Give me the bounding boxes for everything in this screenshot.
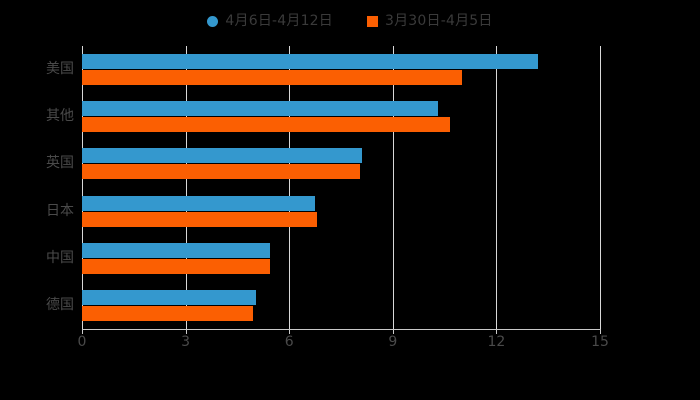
y-axis-labels: 美国其他英国日本中国德国 [0, 46, 74, 329]
x-axis-tick-label: 15 [591, 334, 609, 350]
y-axis-tick-label: 中国 [46, 249, 74, 266]
x-axis-tick-mark [289, 329, 291, 334]
bar-group [82, 282, 600, 329]
x-axis-tick-mark [600, 329, 601, 334]
gridline [289, 46, 291, 329]
x-axis-tick-label: 9 [388, 334, 398, 350]
y-axis-tick-label: 美国 [46, 61, 74, 78]
x-axis-line [82, 329, 601, 330]
bar-series-1[interactable] [82, 289, 257, 305]
gridline [185, 46, 187, 329]
x-axis-tick-label: 3 [181, 334, 191, 350]
gridline [600, 46, 601, 329]
gridline [392, 46, 394, 329]
chart-legend: 4月6日-4月12日 3月30日-4月5日 [0, 8, 700, 34]
x-axis-tick-label: 0 [77, 334, 87, 350]
bar-series-2[interactable] [82, 211, 317, 227]
bar-group [82, 93, 600, 140]
bar-group [82, 235, 600, 282]
bar-series-1[interactable] [82, 195, 316, 211]
x-axis-tick-label: 12 [487, 334, 506, 350]
bar-series-1[interactable] [82, 54, 538, 70]
legend-label-series-1: 4月6日-4月12日 [225, 13, 333, 29]
x-axis-tick-mark [392, 329, 394, 334]
bar-group [82, 46, 600, 93]
legend-item-series-2[interactable]: 3月30日-4月5日 [367, 14, 493, 28]
legend-square-marker-icon [367, 15, 378, 27]
x-axis-labels: 0 3 6 9 12 15 [0, 334, 700, 356]
bar-series-2[interactable] [82, 117, 450, 133]
y-axis-tick-label: 德国 [46, 296, 74, 313]
y-axis-tick-label: 英国 [46, 155, 74, 172]
legend-circle-marker-icon [207, 15, 219, 27]
gridline [496, 46, 498, 329]
bar-group [82, 188, 600, 235]
bar-series-2[interactable] [82, 258, 271, 274]
bar-series-2[interactable] [82, 70, 462, 86]
plot-area [82, 46, 601, 329]
x-axis-tick-mark [82, 329, 83, 334]
x-axis-tick-label: 6 [284, 334, 294, 350]
bar-series-2[interactable] [82, 305, 253, 321]
y-axis-tick-label: 其他 [46, 108, 74, 125]
legend-label-series-2: 3月30日-4月5日 [385, 13, 493, 29]
x-axis-tick-mark [185, 329, 187, 334]
y-axis-line [82, 46, 83, 329]
x-axis-tick-mark [496, 329, 498, 334]
bar-series-1[interactable] [82, 101, 438, 117]
y-axis-tick-label: 日本 [46, 202, 74, 219]
legend-item-series-1[interactable]: 4月6日-4月12日 [207, 14, 333, 28]
bar-series-2[interactable] [82, 164, 360, 180]
bar-group [82, 140, 600, 187]
bar-series-1[interactable] [82, 242, 271, 258]
bar-series-1[interactable] [82, 148, 362, 164]
